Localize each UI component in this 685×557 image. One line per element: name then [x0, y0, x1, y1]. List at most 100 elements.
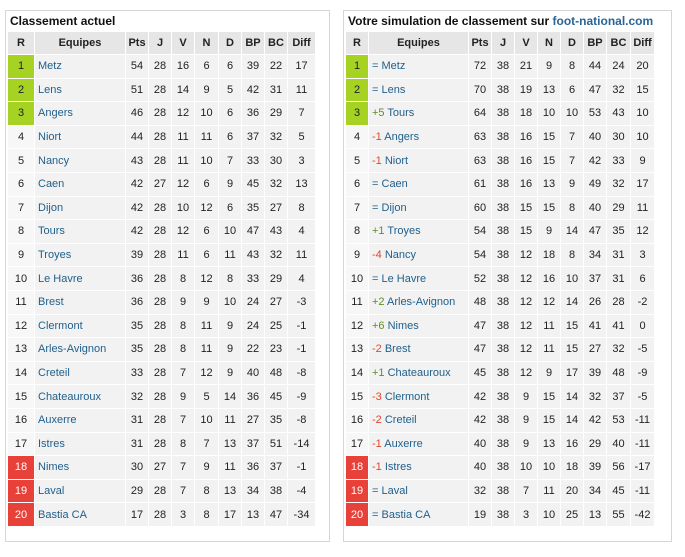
stat-v: 12	[172, 102, 194, 125]
stat-v: 12	[515, 361, 537, 385]
header-n: N	[195, 32, 218, 54]
team-link[interactable]: Nimes	[387, 319, 419, 332]
stat-bp: 41	[584, 314, 606, 338]
team-link[interactable]: Istres	[384, 461, 412, 474]
team-link[interactable]: Laval	[381, 484, 408, 497]
stat-v: 21	[515, 55, 537, 78]
team-link[interactable]: Chateauroux	[387, 367, 451, 380]
team-link[interactable]: Brest	[38, 296, 64, 309]
team-link[interactable]: Lens	[381, 83, 406, 96]
team-link[interactable]: Arles-Avignon	[38, 343, 107, 356]
header-n: N	[538, 32, 560, 54]
stat-bc: 32	[265, 243, 287, 267]
team-link[interactable]: Arles-Avignon	[387, 296, 456, 309]
team-link[interactable]: Tours	[38, 225, 65, 238]
team-cell: Istres	[35, 432, 125, 456]
rank-cell: 9	[8, 243, 34, 267]
team-link[interactable]: Nimes	[38, 461, 70, 474]
stat-diff: -9	[631, 361, 654, 385]
stat-j: 27	[149, 456, 171, 479]
team-link[interactable]: Tours	[387, 107, 415, 120]
stat-j: 38	[492, 102, 514, 125]
team-link[interactable]: Le Havre	[38, 272, 83, 285]
table-row: 11 Brest 36 28 9 9 10 24 27 -3	[8, 290, 315, 314]
stat-diff: 8	[288, 196, 315, 220]
site-link[interactable]: foot-national.com	[552, 14, 654, 28]
team-link[interactable]: Metz	[38, 60, 62, 73]
stat-diff: 17	[631, 172, 654, 196]
team-link[interactable]: Angers	[384, 131, 420, 144]
team-link[interactable]: Dijon	[381, 201, 407, 214]
rank-cell: 14	[346, 361, 368, 385]
stat-bc: 28	[607, 290, 630, 314]
position-change: +1	[372, 225, 385, 238]
stat-bc: 53	[607, 408, 630, 432]
header-bp: BP	[242, 32, 264, 54]
team-link[interactable]: Auxerre	[38, 414, 77, 427]
team-link[interactable]: Creteil	[384, 414, 417, 427]
stat-diff: 10	[631, 125, 654, 149]
team-link[interactable]: Chateauroux	[38, 390, 101, 403]
stat-bp: 36	[242, 102, 264, 125]
team-link[interactable]: Laval	[38, 484, 65, 497]
team-link[interactable]: Angers	[38, 107, 73, 120]
team-link[interactable]: Niort	[384, 154, 409, 167]
stat-d: 8	[561, 55, 583, 78]
stat-d: 15	[561, 338, 583, 361]
team-link[interactable]: Auxerre	[384, 437, 423, 450]
stat-v: 7	[515, 479, 537, 503]
table-row: 8 Tours 42 28 12 6 10 47 43 4	[8, 220, 315, 243]
stat-n: 11	[195, 314, 218, 338]
team-link[interactable]: Caen	[381, 178, 408, 191]
stat-pts: 63	[469, 125, 491, 149]
stat-d: 15	[561, 314, 583, 338]
rank-cell: 8	[346, 220, 368, 243]
position-change: =	[372, 484, 379, 497]
header-pts: Pts	[126, 32, 148, 54]
team-link[interactable]: Creteil	[38, 367, 70, 380]
stat-diff: -11	[631, 408, 654, 432]
team-link[interactable]: Le Havre	[381, 272, 427, 285]
team-link[interactable]: Troyes	[387, 225, 421, 238]
team-link[interactable]: Lens	[38, 83, 62, 96]
team-link[interactable]: Bastia CA	[381, 508, 431, 521]
team-link[interactable]: Istres	[38, 437, 65, 450]
team-link[interactable]: Brest	[384, 343, 411, 356]
stat-pts: 42	[126, 196, 148, 220]
stat-j: 28	[149, 503, 171, 526]
stat-j: 28	[149, 149, 171, 172]
team-link[interactable]: Metz	[381, 60, 406, 73]
stat-diff: 4	[288, 267, 315, 290]
team-link[interactable]: Clermont	[384, 390, 430, 403]
rank-cell: 15	[8, 385, 34, 408]
stat-diff: -5	[631, 338, 654, 361]
stat-bp: 34	[242, 479, 264, 503]
team-link[interactable]: Caen	[38, 178, 65, 191]
stat-n: 9	[538, 55, 560, 78]
position-change: +5	[372, 107, 385, 120]
position-change: +6	[372, 319, 385, 332]
rank-cell: 5	[8, 149, 34, 172]
stat-bp: 27	[584, 338, 606, 361]
team-link[interactable]: Troyes	[38, 249, 72, 262]
rank-cell: 5	[346, 149, 368, 172]
stat-bp: 36	[242, 456, 264, 479]
stat-d: 11	[219, 243, 241, 267]
team-link[interactable]: Nancy	[384, 249, 417, 262]
stat-j: 38	[492, 196, 514, 220]
rank-cell: 1	[346, 55, 368, 78]
stat-v: 12	[515, 338, 537, 361]
table-row: 1 Metz 54 28 16 6 6 39 22 17	[8, 55, 315, 78]
team-link[interactable]: Niort	[38, 131, 62, 144]
stat-d: 8	[561, 196, 583, 220]
team-link[interactable]: Clermont	[38, 319, 83, 332]
rank-cell: 19	[346, 479, 368, 503]
rank-cell: 15	[346, 385, 368, 408]
team-link[interactable]: Dijon	[38, 201, 64, 214]
team-link[interactable]: Bastia CA	[38, 508, 87, 521]
stat-diff: -4	[288, 479, 315, 503]
rank-cell: 4	[346, 125, 368, 149]
team-link[interactable]: Nancy	[38, 154, 70, 167]
stat-bc: 24	[607, 55, 630, 78]
rank-cell: 2	[346, 78, 368, 102]
